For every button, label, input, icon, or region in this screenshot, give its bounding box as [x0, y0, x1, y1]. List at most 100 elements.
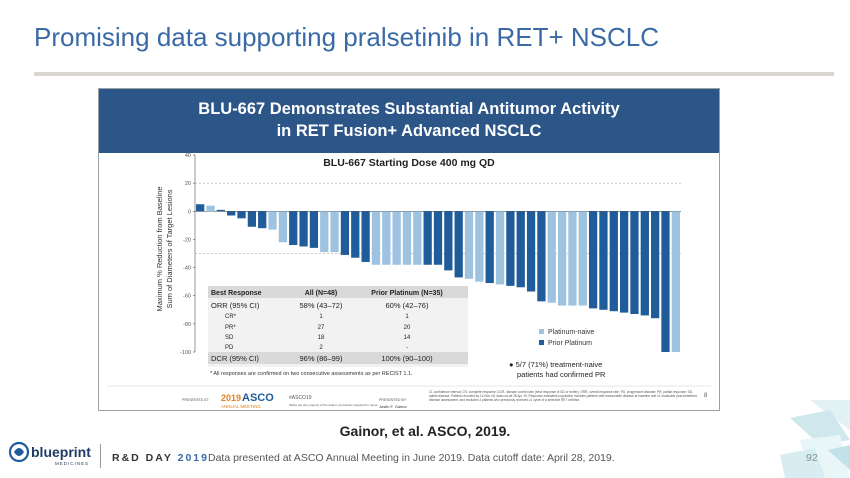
bar-39 — [599, 211, 608, 310]
embedded-title-line2: in RET Fusion+ Advanced NSCLC — [277, 122, 542, 140]
legend-label-prior: Prior Platinum — [548, 340, 592, 347]
bar-10 — [299, 211, 308, 247]
bar-29 — [495, 211, 505, 285]
table-cell-4-1: 2 — [319, 345, 323, 351]
bar-5 — [247, 211, 257, 227]
bar-43 — [640, 211, 649, 316]
y-tick-label-5: -60 — [183, 294, 191, 300]
y-tick-label-4: -40 — [183, 266, 191, 272]
bar-12 — [320, 211, 329, 253]
footer-note: Data presented at ASCO Annual Meeting in… — [208, 452, 615, 464]
bar-19 — [392, 211, 401, 265]
y-tick-label-1: 20 — [185, 181, 191, 187]
bar-15 — [351, 211, 360, 258]
bar-3 — [227, 211, 236, 216]
table-header-0: Best Response — [211, 290, 262, 297]
treatment-naive-note-line2: patients had confirmed PR — [517, 370, 606, 379]
footer-divider — [100, 444, 101, 468]
treatment-naive-note: ● 5/7 (71%) treatment-naive — [509, 360, 602, 369]
hashtag: #ASCO19 — [289, 395, 312, 401]
table-cell-2-2: 20 — [404, 325, 411, 331]
bar-1 — [206, 205, 215, 212]
table-cell-5-0: DCR (95% CI) — [211, 354, 259, 363]
presented-at-label: PRESENTED AT: — [182, 398, 209, 402]
svg-text:Sum of Diameters of Target Les: Sum of Diameters of Target Lesions — [165, 189, 174, 308]
table-cell-0-0: ORR (95% CI) — [211, 301, 260, 310]
abbreviation-note-frame: CI, confidence interval; CR, complete re… — [429, 390, 697, 402]
table-cell-1-1: 1 — [319, 314, 323, 320]
table-cell-5-2: 100% (90–100) — [381, 354, 433, 363]
bar-2 — [216, 209, 225, 212]
bar-17 — [371, 211, 381, 265]
abbreviation-note: CI, confidence interval; CR, complete re… — [429, 390, 697, 402]
bar-38 — [588, 211, 598, 309]
bar-20 — [402, 211, 412, 265]
y-tick-label-3: -20 — [183, 237, 191, 243]
table-cell-2-1: 27 — [318, 325, 325, 331]
bar-36 — [568, 211, 577, 306]
table-cell-4-0: PD — [225, 345, 234, 351]
bar-27 — [475, 211, 484, 282]
bar-41 — [619, 211, 629, 313]
presenter-name: Justin F. Gainor — [379, 404, 407, 409]
bar-37 — [578, 211, 587, 306]
embedded-page-number: 8 — [704, 393, 708, 399]
table-cell-1-0: CR* — [225, 314, 237, 320]
asco-logo-text: ASCO — [242, 392, 274, 404]
bar-42 — [630, 211, 639, 315]
footer-event: R&D DAY 2019 — [112, 452, 209, 464]
footer-event-year: 2019 — [177, 452, 209, 464]
bar-6 — [258, 211, 267, 229]
bar-44 — [651, 211, 660, 319]
table-cell-4-2: - — [406, 345, 408, 351]
table-cell-0-2: 60% (42–76) — [386, 301, 429, 310]
legend-swatch-naive — [539, 329, 544, 334]
svg-text:Maximum % Reduction from Basel: Maximum % Reduction from Baseline — [155, 186, 164, 311]
bar-8 — [278, 211, 288, 243]
bar-4 — [237, 211, 246, 219]
y-tick-label-2: 0 — [188, 209, 191, 215]
bar-25 — [454, 211, 463, 278]
bar-0 — [196, 204, 205, 212]
legend-label-naive: Platinum-naive — [548, 329, 594, 336]
dcr-row-band — [208, 352, 468, 364]
bar-46 — [671, 211, 680, 352]
slide-permission: Slides are the property of the author, p… — [289, 403, 378, 407]
bar-30 — [506, 211, 515, 286]
bar-33 — [537, 211, 546, 302]
embedded-slide: BLU-667 Demonstrates Substantial Antitum… — [98, 88, 720, 411]
bar-28 — [485, 211, 494, 284]
y-tick-label-6: -80 — [183, 322, 191, 328]
bar-34 — [547, 211, 556, 303]
table-cell-5-1: 96% (86–99) — [300, 354, 343, 363]
table-header-2: Prior Platinum (N=35) — [371, 290, 442, 297]
table-cell-1-2: 1 — [405, 314, 409, 320]
bar-11 — [309, 211, 319, 248]
table-cell-3-2: 14 — [404, 335, 411, 341]
asco-year: 2019 — [221, 393, 241, 403]
bar-16 — [361, 211, 370, 262]
slide-title: Promising data supporting pralsetinib in… — [34, 22, 660, 52]
embedded-slide-graphic: BLU-667 Demonstrates Substantial Antitum… — [99, 89, 719, 409]
y-tick-label-0: 40 — [185, 153, 191, 159]
legend-swatch-prior — [539, 340, 544, 345]
citation-caption: Gainor, et al. ASCO, 2019. — [339, 423, 511, 439]
table-footnote: * All responses are confirmed on two con… — [210, 371, 413, 377]
bar-35 — [557, 211, 567, 306]
bar-9 — [289, 211, 298, 246]
footer-event-name: R&D DAY — [112, 452, 173, 464]
title-rule — [34, 72, 834, 76]
chart-title: BLU-667 Starting Dose 400 mg QD — [323, 157, 495, 169]
header-band — [99, 89, 719, 153]
table-cell-3-1: 18 — [318, 335, 325, 341]
response-table-header — [208, 286, 468, 298]
asco-sub: ANNUAL MEETING — [221, 404, 261, 409]
bar-45 — [661, 211, 670, 352]
bar-31 — [516, 211, 525, 288]
bar-23 — [433, 211, 443, 265]
table-cell-3-0: SD — [225, 335, 234, 341]
bar-7 — [268, 211, 277, 230]
bar-13 — [330, 211, 339, 253]
company-logo: blueprint MEDICINES — [8, 439, 96, 474]
